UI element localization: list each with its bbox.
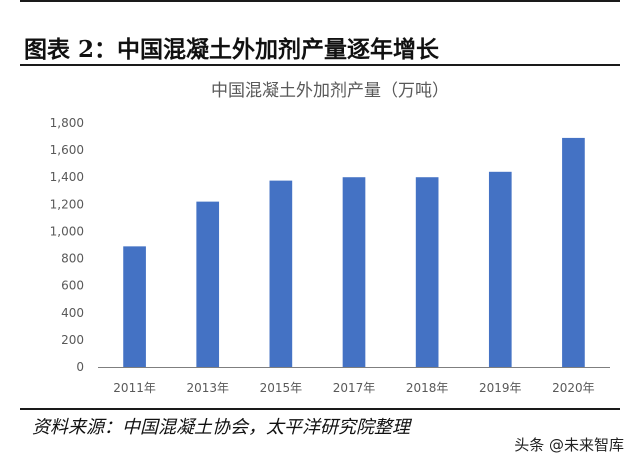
x-tick-label: 2015年 xyxy=(260,381,303,395)
top-rule xyxy=(20,0,620,2)
bar xyxy=(123,246,146,367)
y-tick-label: 0 xyxy=(76,360,84,374)
x-tick-label: 2011年 xyxy=(113,381,156,395)
y-tick-label: 600 xyxy=(61,279,84,293)
bar xyxy=(562,137,585,367)
watermark: 头条 @未来智库 xyxy=(514,436,624,454)
y-tick-label: 1,400 xyxy=(50,170,84,184)
chart-title: 中国混凝土外加剂产量（万吨） xyxy=(211,81,449,101)
y-tick-label: 1,600 xyxy=(50,143,84,157)
y-tick-label: 1,200 xyxy=(50,197,84,211)
bar xyxy=(196,201,220,367)
x-tick-label: 2020年 xyxy=(552,381,595,395)
x-tick-label: 2013年 xyxy=(186,381,229,395)
y-tick-label: 200 xyxy=(61,333,84,347)
x-tick-label: 2019年 xyxy=(479,381,522,395)
x-axis: 2011年 2013年 2015年 2017年 2018年 2019年 2020年 xyxy=(113,381,594,395)
bars xyxy=(123,137,585,367)
bar xyxy=(342,177,366,367)
y-tick-label: 400 xyxy=(61,306,84,320)
source-rule xyxy=(20,408,620,410)
y-tick-label: 1,800 xyxy=(50,116,84,130)
bar xyxy=(269,180,293,367)
bar xyxy=(415,177,439,367)
y-tick-label: 1,000 xyxy=(50,224,84,238)
source-note: 资料来源：中国混凝土协会，太平洋研究院整理 xyxy=(32,417,410,438)
y-axis: 0 200 400 600 800 1,000 1,200 1,400 1,600 1,800 xyxy=(50,116,84,374)
figure-title: 图表 2：中国混凝土外加剂产量逐年增长 xyxy=(24,36,440,63)
y-tick-label: 800 xyxy=(61,252,84,266)
x-tick-label: 2018年 xyxy=(406,381,449,395)
title-rule xyxy=(20,64,620,66)
x-tick-label: 2017年 xyxy=(333,381,376,395)
bar xyxy=(488,171,512,367)
